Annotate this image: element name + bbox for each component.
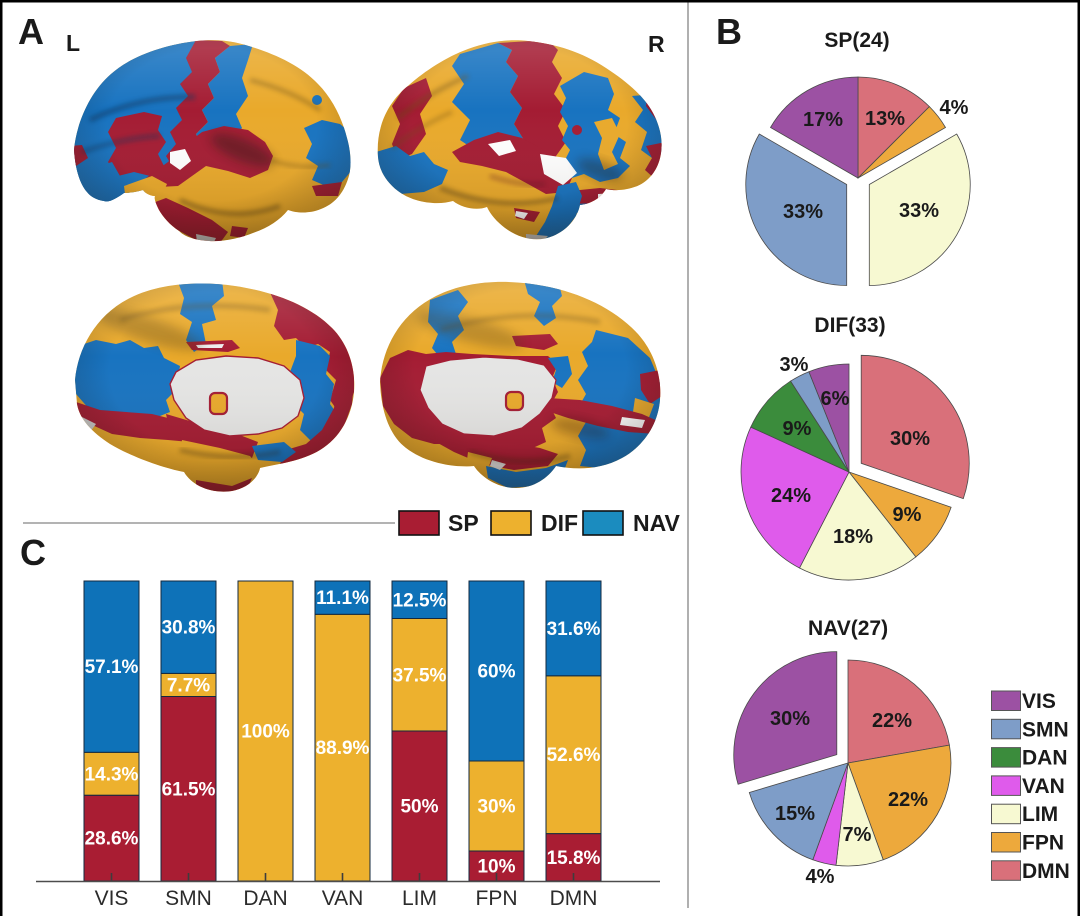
svg-text:B: B [716, 11, 742, 52]
svg-text:30%: 30% [770, 708, 810, 730]
svg-text:C: C [20, 532, 46, 573]
svg-text:33%: 33% [899, 200, 939, 222]
svg-text:33%: 33% [783, 201, 823, 223]
svg-text:88.9%: 88.9% [316, 738, 370, 759]
svg-text:12.5%: 12.5% [393, 590, 447, 611]
svg-text:18%: 18% [833, 526, 873, 548]
svg-text:LIM: LIM [402, 887, 437, 910]
svg-text:15.8%: 15.8% [547, 848, 601, 869]
svg-text:SP: SP [448, 510, 479, 536]
svg-text:14.3%: 14.3% [85, 764, 139, 785]
svg-text:DIF(33): DIF(33) [814, 314, 885, 337]
svg-text:DAN: DAN [1022, 747, 1068, 770]
svg-text:VAN: VAN [1022, 775, 1065, 798]
svg-text:3%: 3% [780, 354, 809, 376]
svg-text:11.1%: 11.1% [316, 588, 369, 609]
svg-text:22%: 22% [872, 710, 912, 732]
svg-text:NAV: NAV [633, 510, 681, 536]
svg-text:9%: 9% [893, 504, 922, 526]
svg-text:100%: 100% [241, 722, 290, 743]
svg-text:57.1%: 57.1% [85, 657, 139, 678]
svg-text:30%: 30% [890, 428, 930, 450]
svg-text:15%: 15% [775, 803, 815, 825]
svg-text:28.6%: 28.6% [85, 829, 139, 850]
svg-text:4%: 4% [940, 97, 969, 119]
svg-text:50%: 50% [400, 797, 438, 818]
svg-text:VAN: VAN [322, 887, 364, 910]
svg-text:SP(24): SP(24) [824, 29, 889, 52]
svg-text:NAV(27): NAV(27) [808, 617, 888, 640]
svg-text:30.8%: 30.8% [162, 618, 216, 639]
svg-text:DAN: DAN [243, 887, 287, 910]
svg-text:30%: 30% [477, 797, 515, 818]
svg-text:SMN: SMN [165, 887, 212, 910]
svg-text:VIS: VIS [1022, 690, 1056, 713]
svg-text:13%: 13% [865, 108, 905, 130]
svg-text:FPN: FPN [1022, 832, 1064, 855]
svg-text:SMN: SMN [1022, 718, 1069, 741]
svg-text:DIF: DIF [541, 510, 578, 536]
svg-text:17%: 17% [803, 109, 843, 131]
svg-text:31.6%: 31.6% [547, 619, 601, 640]
svg-text:DMN: DMN [550, 887, 598, 910]
svg-text:6%: 6% [821, 388, 850, 410]
svg-text:9%: 9% [783, 418, 812, 440]
svg-text:VIS: VIS [95, 887, 129, 910]
svg-text:4%: 4% [806, 866, 835, 888]
svg-text:FPN: FPN [476, 887, 518, 910]
svg-text:60%: 60% [477, 662, 515, 683]
svg-text:61.5%: 61.5% [162, 779, 216, 800]
svg-text:37.5%: 37.5% [393, 665, 447, 686]
svg-text:7%: 7% [843, 824, 872, 846]
svg-text:LIM: LIM [1022, 803, 1058, 826]
svg-text:52.6%: 52.6% [547, 745, 601, 766]
svg-text:DMN: DMN [1022, 860, 1070, 883]
svg-text:22%: 22% [888, 789, 928, 811]
svg-text:24%: 24% [771, 485, 811, 507]
svg-text:L: L [66, 30, 80, 56]
svg-text:R: R [648, 31, 665, 57]
svg-text:A: A [18, 11, 44, 52]
svg-text:7.7%: 7.7% [167, 675, 210, 696]
